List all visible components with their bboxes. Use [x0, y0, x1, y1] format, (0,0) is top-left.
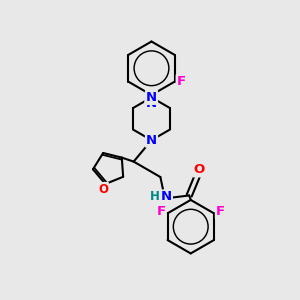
Text: O: O [194, 164, 205, 176]
Text: F: F [157, 205, 166, 218]
Text: N: N [161, 190, 172, 203]
Text: N: N [146, 134, 157, 147]
Text: N: N [146, 91, 157, 104]
Text: O: O [98, 183, 108, 196]
Text: F: F [216, 205, 225, 218]
Text: F: F [177, 75, 186, 88]
Text: H: H [149, 190, 159, 203]
Text: N: N [145, 98, 157, 110]
